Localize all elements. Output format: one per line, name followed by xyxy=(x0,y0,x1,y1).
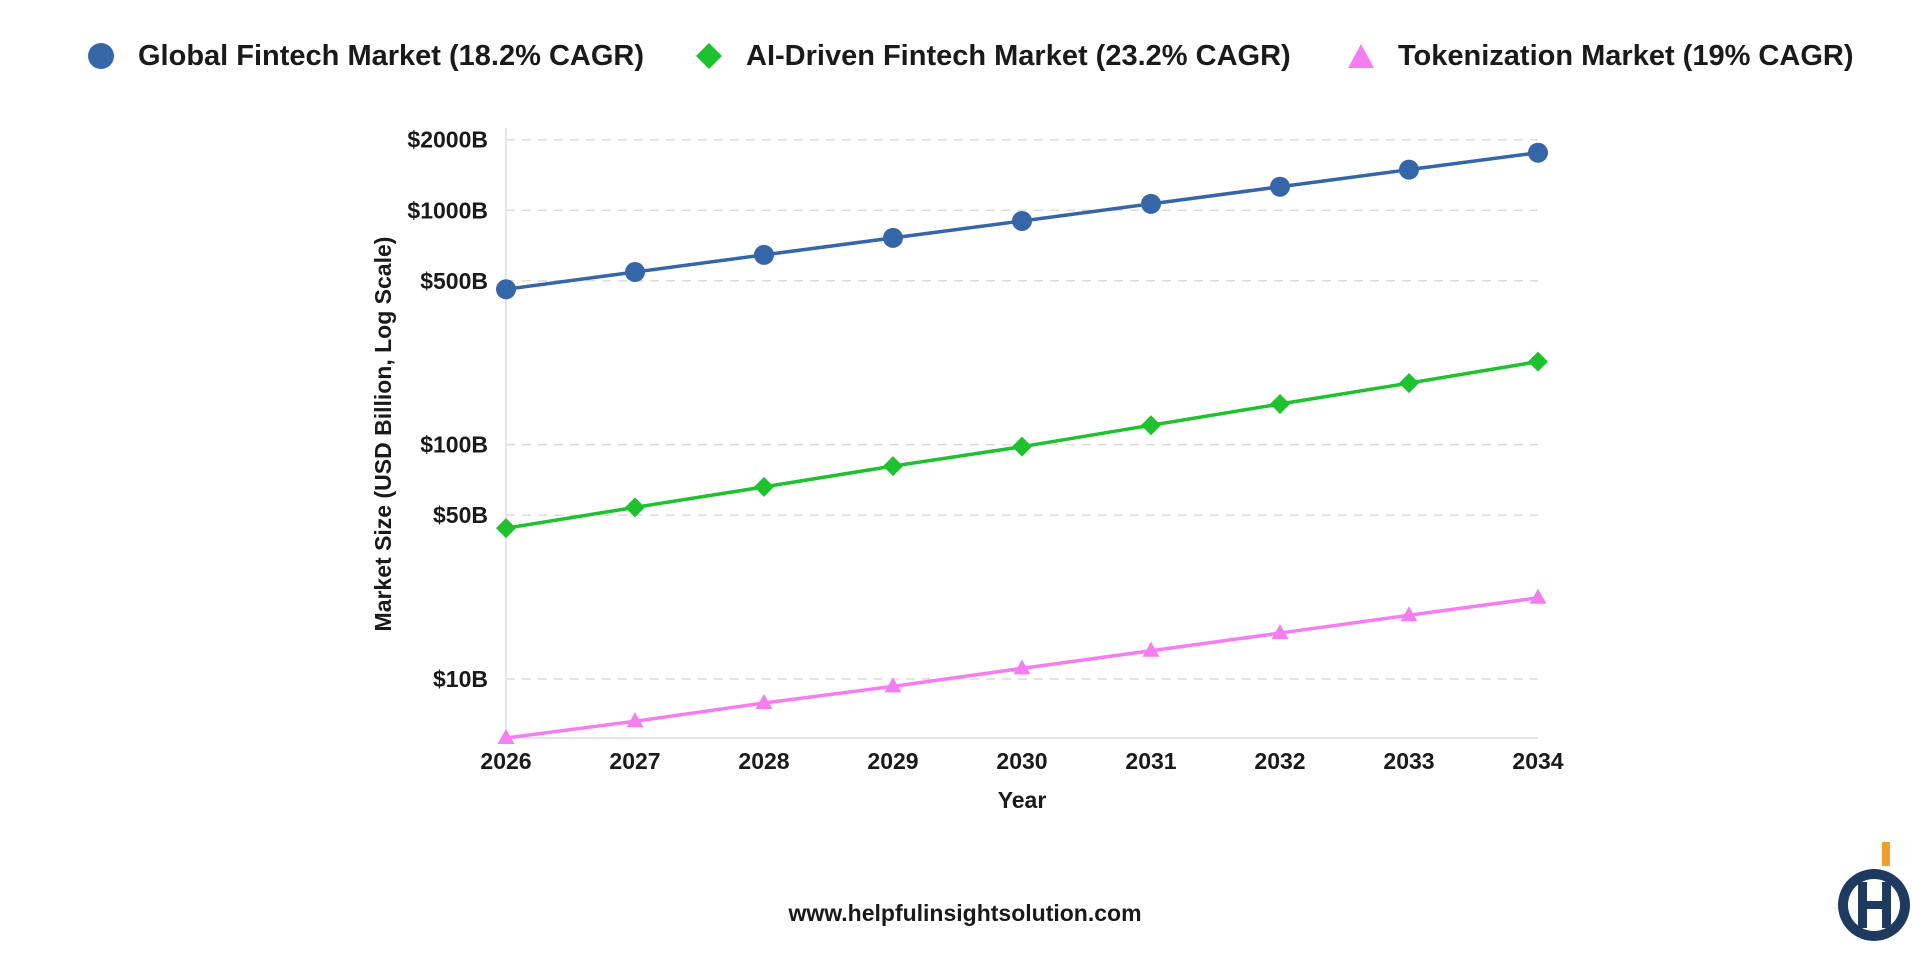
data-point xyxy=(884,677,902,693)
data-point xyxy=(496,518,516,539)
data-point xyxy=(1271,624,1289,640)
data-point xyxy=(1399,373,1419,394)
legend-marker-diamond-icon xyxy=(694,41,724,71)
data-point xyxy=(1528,142,1548,163)
data-point xyxy=(625,497,645,518)
data-point xyxy=(625,262,645,283)
x-tick-label: 2028 xyxy=(738,748,789,774)
y-tick-label: $1000B xyxy=(407,197,488,223)
y-axis-title: Market Size (USD Billion, Log Scale) xyxy=(370,237,396,632)
x-tick-label: 2034 xyxy=(1512,748,1563,774)
data-point xyxy=(754,244,774,265)
y-tick-label: $10B xyxy=(433,666,488,692)
data-point xyxy=(1529,588,1547,604)
y-tick-label: $50B xyxy=(433,502,488,528)
data-point xyxy=(883,456,903,477)
data-point xyxy=(754,476,774,497)
x-tick-label: 2026 xyxy=(480,748,531,774)
series-1 xyxy=(496,142,1548,300)
y-tick-label: $500B xyxy=(420,268,488,294)
data-point xyxy=(1012,436,1032,457)
legend-label-tokenization: Tokenization Market (19% CAGR) xyxy=(1398,39,1854,72)
y-tick-labels: $10B $50B $100B $500B $1000B $2000B xyxy=(407,127,488,692)
x-tick-label: 2029 xyxy=(867,748,918,774)
data-point xyxy=(1141,193,1161,214)
x-axis-title: Year xyxy=(998,787,1047,813)
x-tick-label: 2027 xyxy=(609,748,660,774)
data-point xyxy=(1012,210,1032,231)
x-tick-label: 2030 xyxy=(996,748,1047,774)
website-url: www.helpfulinsightsolution.com xyxy=(788,900,1142,926)
data-series xyxy=(496,142,1548,744)
series-2 xyxy=(496,351,1548,539)
legend-marker-triangle-icon xyxy=(1346,41,1376,71)
legend-marker-circle-icon xyxy=(86,41,116,71)
data-point xyxy=(883,227,903,248)
x-tick-labels: 2026 2027 2028 2029 2030 2031 2032 2033 2034 xyxy=(480,748,1563,774)
data-point xyxy=(1142,641,1160,657)
legend-label-global-fintech: Global Fintech Market (18.2% CAGR) xyxy=(138,39,644,72)
y-tick-label: $100B xyxy=(420,432,488,458)
data-point xyxy=(1400,606,1418,622)
x-tick-label: 2033 xyxy=(1383,748,1434,774)
data-point xyxy=(496,279,516,300)
chart-legend: Global Fintech Market (18.2% CAGR) AI-Dr… xyxy=(0,0,1930,110)
data-point xyxy=(755,693,773,709)
legend-item-ai-fintech: AI-Driven Fintech Market (23.2% CAGR) xyxy=(694,36,1291,76)
line-chart: $10B$50B$100B$500B$1000B$2000B 2026 2027 2… xyxy=(370,127,1564,813)
data-point xyxy=(1141,415,1161,436)
data-point xyxy=(497,729,515,744)
data-point xyxy=(1270,394,1290,415)
x-tick-label: 2032 xyxy=(1254,748,1305,774)
data-point xyxy=(1013,659,1031,675)
legend-item-tokenization: Tokenization Market (19% CAGR) xyxy=(1346,36,1853,76)
y-tick-label: $2000B xyxy=(407,127,488,153)
legend-label-ai-fintech: AI-Driven Fintech Market (23.2% CAGR) xyxy=(746,39,1291,72)
data-point xyxy=(1399,159,1419,180)
data-point xyxy=(1270,176,1290,197)
x-tick-label: 2031 xyxy=(1125,748,1176,774)
legend-item-global-fintech: Global Fintech Market (18.2% CAGR) xyxy=(86,36,644,76)
helpful-insight-logo-icon xyxy=(1838,842,1910,941)
data-point xyxy=(626,712,644,728)
series-3 xyxy=(497,588,1547,744)
data-point xyxy=(1528,351,1548,372)
